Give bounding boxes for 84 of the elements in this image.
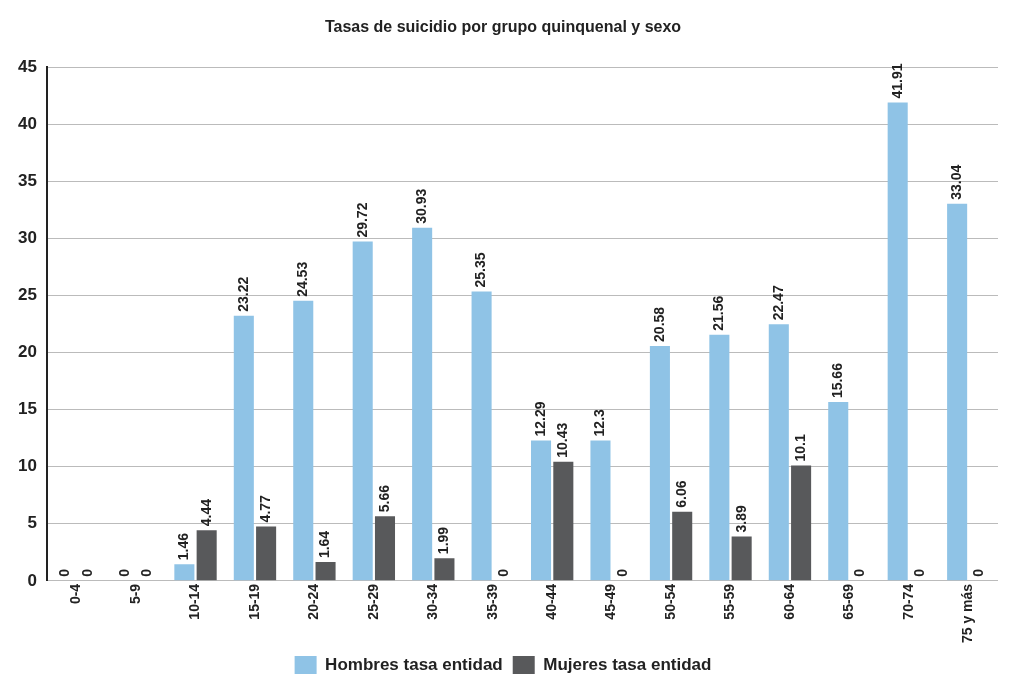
data-label: 24.53 <box>294 261 311 297</box>
bar <box>352 241 373 581</box>
x-tick-label: 20-24 <box>305 583 322 620</box>
data-label: 4.44 <box>197 498 214 527</box>
data-label: 10.43 <box>554 422 571 458</box>
y-tick-label: 35 <box>17 171 37 191</box>
x-tick-label: 65-69 <box>840 583 857 620</box>
x-tick-label: 35-39 <box>483 583 500 620</box>
bar <box>174 564 195 581</box>
y-tick-label: 5 <box>27 513 37 533</box>
y-tick-label: 15 <box>17 399 37 419</box>
bar <box>649 345 670 581</box>
y-tick-label: 25 <box>17 285 37 305</box>
data-label: 6.06 <box>673 480 690 508</box>
bar <box>828 402 849 581</box>
data-label: 22.47 <box>769 285 786 321</box>
data-label: 30.93 <box>413 188 429 224</box>
data-label: 4.77 <box>256 494 273 523</box>
bar <box>412 227 433 581</box>
data-label: 12.29 <box>531 401 548 437</box>
x-tick-label: 40-44 <box>543 583 560 620</box>
data-label: 1.64 <box>316 530 333 559</box>
x-tick-label: 5-9 <box>126 583 143 605</box>
data-label: 15.66 <box>829 362 846 399</box>
x-tick-label: 45-49 <box>602 583 619 620</box>
bar <box>887 102 908 581</box>
bar <box>471 291 492 581</box>
legend-label: Mujeres tasa entidad <box>543 654 712 674</box>
data-label: 0 <box>613 568 630 577</box>
x-tick-label: 30-34 <box>424 583 441 620</box>
y-tick-label: 0 <box>27 570 37 590</box>
bar <box>196 530 217 581</box>
x-tick-label: 50-54 <box>661 583 678 620</box>
bar <box>293 300 314 581</box>
data-label: 0 <box>56 568 73 577</box>
bar <box>553 461 574 581</box>
x-tick-label: 25-29 <box>364 583 381 620</box>
data-label: 0 <box>138 568 155 577</box>
data-label: 1.46 <box>175 532 192 561</box>
bar <box>709 334 730 581</box>
y-tick-label: 10 <box>17 456 37 476</box>
data-label: 1.99 <box>435 526 452 555</box>
data-label: 5.66 <box>375 484 392 513</box>
data-label: 0 <box>970 568 987 577</box>
data-label: 33.04 <box>947 164 964 200</box>
data-label: 10.1 <box>791 434 808 462</box>
x-tick-label: 10-14 <box>186 583 203 620</box>
y-tick-label: 20 <box>17 342 37 362</box>
bar <box>672 511 693 581</box>
data-label: 29.72 <box>353 202 370 238</box>
bar <box>256 526 277 581</box>
data-label: 21.56 <box>710 295 727 331</box>
x-tick-label: 60-64 <box>780 583 797 620</box>
data-label: 20.58 <box>650 306 667 342</box>
data-label: 0 <box>115 568 132 577</box>
x-tick-label: 70-74 <box>899 583 916 620</box>
data-label: 0 <box>494 568 511 577</box>
legend-label: Hombres tasa entidad <box>325 654 503 674</box>
bar <box>731 536 752 581</box>
data-label: 12.3 <box>591 408 608 437</box>
chart-title: Tasas de suicidio por grupo quinquenal y sexo <box>324 18 682 36</box>
x-tick-label: 75 y más <box>959 583 976 644</box>
bar <box>315 562 336 581</box>
bar <box>947 203 968 581</box>
y-tick-label: 40 <box>17 113 37 133</box>
data-label: 41.91 <box>888 63 905 99</box>
data-label: 23.22 <box>234 276 251 312</box>
bar <box>434 558 455 581</box>
bar <box>531 440 552 581</box>
bar <box>768 324 789 581</box>
y-tick-label: 45 <box>17 56 37 76</box>
bar <box>791 465 812 581</box>
data-label: 25.35 <box>472 252 489 288</box>
bar <box>590 440 611 581</box>
data-label: 0 <box>851 568 868 577</box>
data-label: 0 <box>78 568 95 577</box>
bar <box>233 315 254 581</box>
y-tick-label: 30 <box>17 228 37 248</box>
bar <box>374 516 396 581</box>
x-tick-label: 0-4 <box>67 583 84 605</box>
x-tick-label: 15-19 <box>245 583 262 620</box>
data-label: 0 <box>910 568 927 577</box>
x-tick-label: 55-59 <box>721 583 738 620</box>
data-label: 3.89 <box>732 504 749 533</box>
